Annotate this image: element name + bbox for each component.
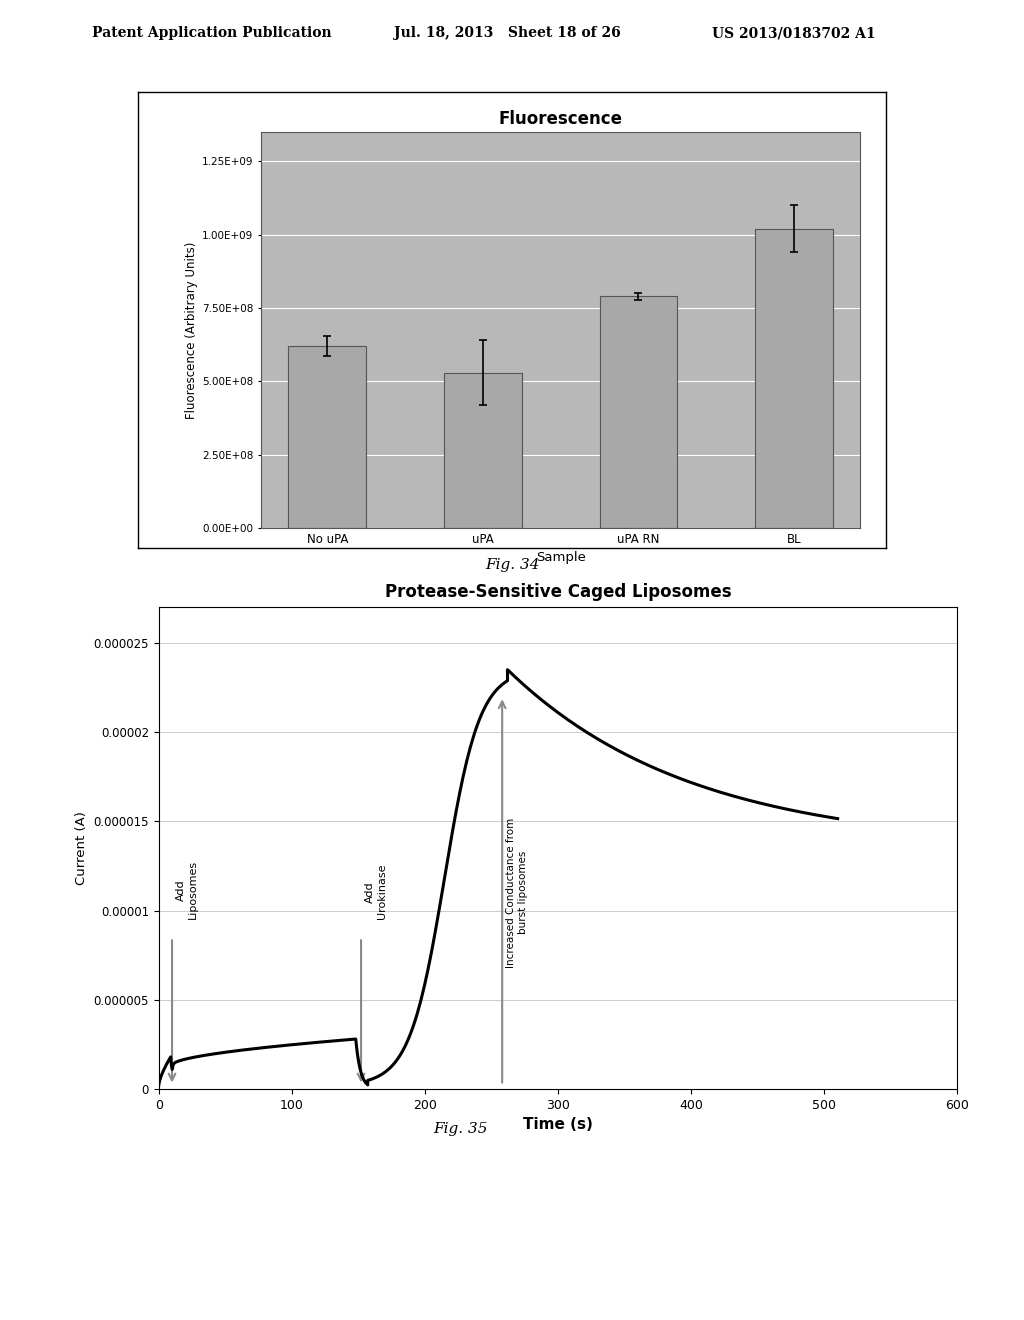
Bar bbox=[289, 346, 367, 528]
Text: Add
Urokinase: Add Urokinase bbox=[366, 865, 387, 920]
Bar bbox=[444, 372, 522, 528]
Text: Fig. 35: Fig. 35 bbox=[433, 1122, 488, 1137]
Text: US 2013/0183702 A1: US 2013/0183702 A1 bbox=[712, 26, 876, 41]
Title: Fluorescence: Fluorescence bbox=[499, 110, 623, 128]
X-axis label: Time (s): Time (s) bbox=[523, 1117, 593, 1133]
Text: Increased Conductance from
burst liposomes: Increased Conductance from burst liposom… bbox=[506, 817, 527, 968]
Text: Patent Application Publication: Patent Application Publication bbox=[92, 26, 332, 41]
Y-axis label: Current (A): Current (A) bbox=[75, 812, 88, 884]
Title: Protease-Sensitive Caged Liposomes: Protease-Sensitive Caged Liposomes bbox=[385, 583, 731, 602]
Text: Add
Liposomes: Add Liposomes bbox=[176, 861, 198, 920]
Bar bbox=[599, 296, 677, 528]
Y-axis label: Fluorescence (Arbitrary Units): Fluorescence (Arbitrary Units) bbox=[184, 242, 198, 418]
Text: Jul. 18, 2013   Sheet 18 of 26: Jul. 18, 2013 Sheet 18 of 26 bbox=[394, 26, 621, 41]
X-axis label: Sample: Sample bbox=[536, 552, 586, 565]
Bar bbox=[755, 228, 833, 528]
Text: Fig. 34: Fig. 34 bbox=[484, 558, 540, 573]
